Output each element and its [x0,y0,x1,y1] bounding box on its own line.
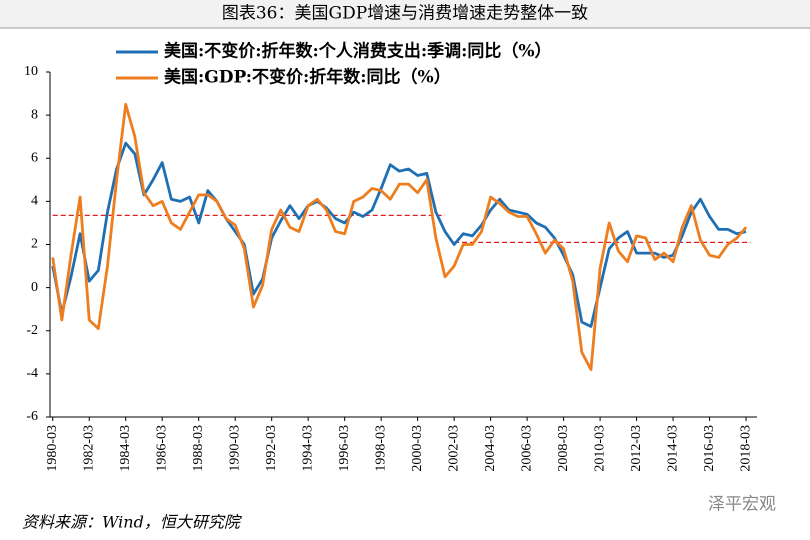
series-line [51,141,747,328]
title-band [0,0,810,28]
watermark: 泽平宏观 [708,495,776,515]
x-tick-label: 1998-03 [373,425,388,472]
x-tick-label: 1990-03 [227,425,242,472]
y-tick-label: 10 [24,64,38,79]
x-tick-label: 1996-03 [337,425,352,472]
x-tick-label: 2014-03 [665,425,680,472]
x-tick-label: 2004-03 [483,425,498,472]
y-tick-label: -2 [26,323,38,338]
x-tick-label: 2012-03 [629,425,644,472]
x-tick-label: 2008-03 [556,425,571,472]
x-tick-label: 1984-03 [118,425,133,472]
chart-title: 图表36：美国GDP增速与消费增速走势整体一致 [222,4,588,24]
series-line [51,102,748,371]
x-tick-label: 2000-03 [410,425,425,472]
y-tick-label: -6 [26,409,38,424]
x-tick-label: 1988-03 [191,425,206,472]
x-tick-label: 2018-03 [738,425,753,472]
y-tick-label: 6 [31,150,38,165]
y-tick-label: 4 [31,194,38,209]
x-tick-label: 2010-03 [592,425,607,472]
y-tick-label: 2 [31,237,38,252]
x-tick-label: 1980-03 [45,425,60,472]
x-tick-label: 1986-03 [154,425,169,472]
x-tick-label: 1994-03 [300,425,315,472]
x-tick-label: 2002-03 [446,425,461,472]
x-tick-label: 1992-03 [264,425,279,472]
y-tick-label: -4 [26,366,38,381]
x-tick-label: 2016-03 [702,425,717,472]
source: 资料来源：Wind，恒大研究院 [22,513,243,532]
x-tick-label: 1982-03 [81,425,96,472]
x-tick-label: 2006-03 [519,425,534,472]
legend-label: 美国:GDP:不变价:折年数:同比（%） [164,67,451,88]
legend-label: 美国:不变价:折年数:个人消费支出:季调:同比（%） [164,41,552,62]
y-tick-label: 8 [31,107,38,122]
y-tick-label: 0 [31,280,38,295]
